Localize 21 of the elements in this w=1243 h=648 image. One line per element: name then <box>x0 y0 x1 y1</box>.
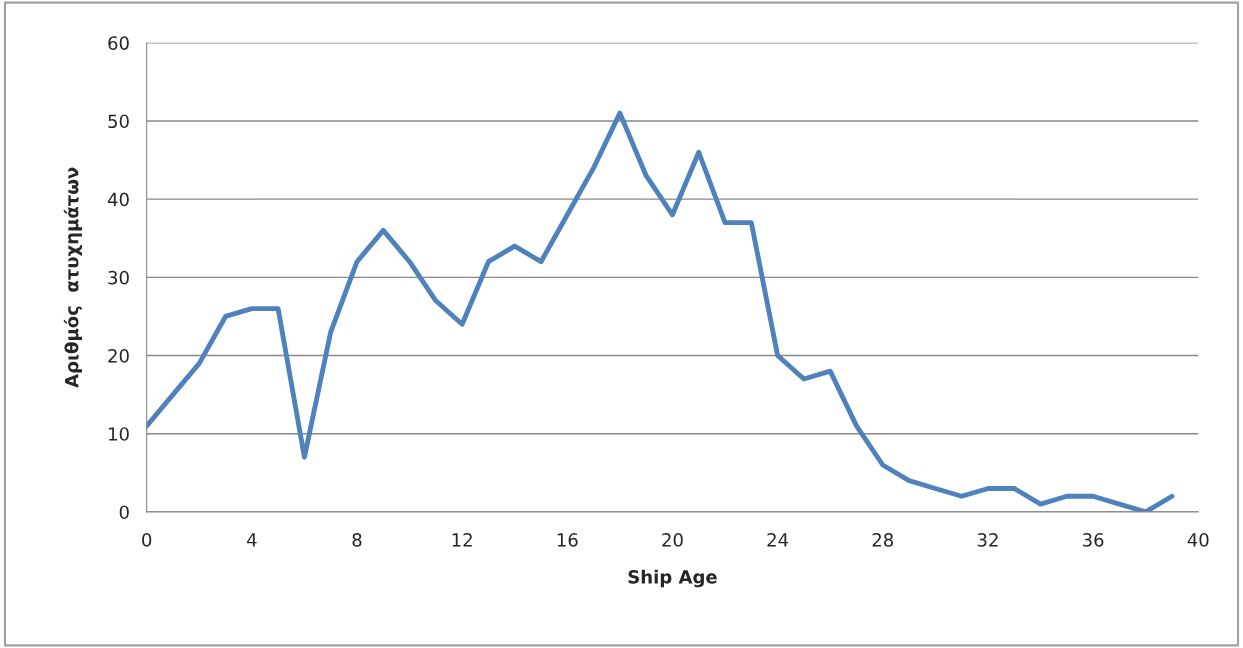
y-tick-label: 60 <box>108 36 129 50</box>
x-tick-label: 36 <box>1082 533 1104 547</box>
y-axis-title: Αριθμός ατυχημάτων <box>63 167 83 388</box>
x-tick-label: 28 <box>872 533 894 547</box>
line-series <box>146 110 1175 512</box>
y-tick-label: 40 <box>107 192 129 207</box>
x-tick-label: 0 <box>142 533 152 547</box>
x-tick-label: 12 <box>452 533 472 547</box>
x-tick-label: 4 <box>246 533 257 547</box>
y-tick-label: 20 <box>108 349 129 363</box>
y-tick-label: 50 <box>108 114 129 129</box>
x-tick-label: 20 <box>662 533 683 547</box>
y-tick-label: 10 <box>109 427 129 441</box>
x-tick-label: 8 <box>352 533 362 547</box>
x-axis-title: Ship Age <box>628 569 717 588</box>
x-tick-label: 24 <box>767 533 789 547</box>
x-tick-label: 32 <box>977 533 998 547</box>
x-tick-label: 16 <box>557 533 578 547</box>
y-tick-label: 30 <box>108 270 129 285</box>
x-tick-label: 40 <box>1187 533 1209 547</box>
y-tick-label: 0 <box>119 505 129 520</box>
